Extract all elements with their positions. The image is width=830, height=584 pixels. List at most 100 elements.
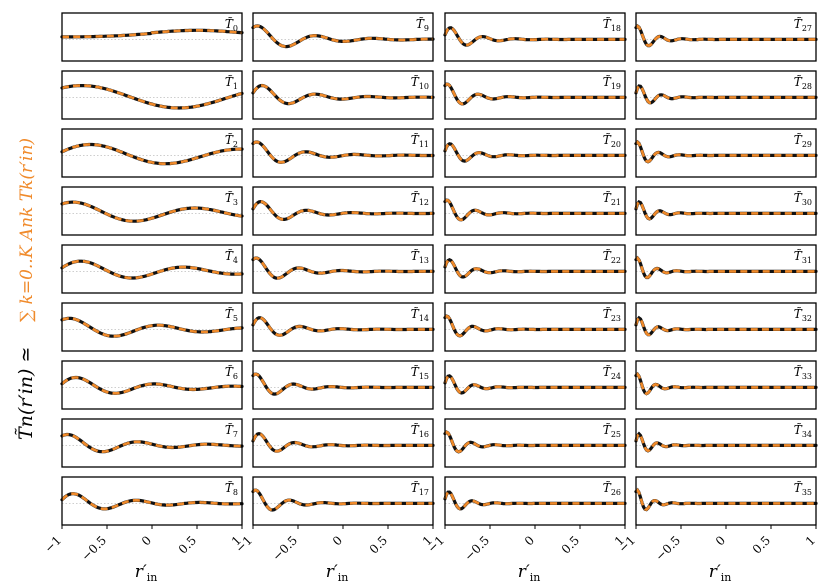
x-tick-label: 1: [803, 533, 818, 548]
panel-frame: [61, 70, 243, 120]
panel-frame: [252, 186, 434, 236]
series-approx-T28: [634, 84, 816, 105]
y-axis-label: T̃n(r′in) ≃ ∑ k=0..K Ank Tk(r′in): [15, 138, 37, 440]
panel-T29: T̃29: [634, 128, 818, 178]
panel-T33: T̃33: [634, 360, 818, 410]
x-tick-label: −0.5: [653, 533, 684, 564]
series-approx-T30: [634, 200, 816, 221]
panel-label: T̃34: [794, 422, 812, 439]
series-approx-T0: [62, 29, 243, 39]
panel-T3: T̃3: [60, 186, 244, 236]
x-axis-label: r′in: [518, 562, 541, 584]
x-tick-label: −0.5: [79, 533, 110, 564]
series-exact-T2: [60, 142, 244, 166]
series-approx-T20: [443, 142, 625, 163]
panel-frame: [252, 128, 434, 178]
series-exact-T19: [443, 82, 627, 106]
panel-frame: [61, 302, 243, 352]
x-axes: −1 −0.5 0 0.5 1r′in−1 −0.5 0 0.5 1r′in−1 −0.5 0 0.5…: [42, 525, 818, 584]
panel-T22: T̃22: [443, 244, 627, 294]
series-approx-T6: [61, 376, 243, 395]
panel-label: T̃23: [603, 306, 621, 323]
panel-label: T̃26: [603, 480, 621, 497]
series-exact-T29: [634, 139, 818, 164]
panel-frame: [252, 244, 434, 294]
panel-label: T̃21: [603, 190, 621, 207]
series-approx-T29: [635, 140, 816, 164]
x-axis-col-1: −1 −0.5 0 0.5 1r′in: [233, 525, 435, 584]
series-exact-T31: [634, 255, 818, 280]
panel-label: T̃10: [411, 74, 429, 91]
panel-frame: [444, 128, 626, 178]
x-tick-label: 0.5: [750, 533, 773, 556]
series-approx-T11: [252, 140, 433, 164]
panel-grid: T̃0 T̃1 T̃2 T̃3 T̃4 T̃5 T̃6 T̃7 T̃8 T̃9 T̃10 T̃11 T̃…: [60, 12, 818, 526]
panel-T18: T̃18: [443, 12, 627, 62]
panel-label: T̃8: [225, 480, 238, 497]
series-exact-T24: [443, 374, 627, 395]
panel-frame: [61, 244, 243, 294]
panel-label: T̃4: [225, 248, 238, 265]
series-approx-T21: [444, 198, 625, 222]
series-exact-T14: [251, 316, 435, 337]
panel-label: T̃20: [603, 132, 621, 149]
series-exact-T32: [634, 315, 818, 337]
panel-label: T̃15: [411, 364, 429, 381]
panel-label: T̃2: [225, 132, 238, 149]
panel-T30: T̃30: [634, 186, 818, 236]
panel-label: T̃3: [225, 190, 238, 207]
series-approx-T14: [251, 316, 433, 337]
x-axis-label: r′in: [709, 562, 732, 584]
x-axis-col-0: −1 −0.5 0 0.5 1r′in: [42, 525, 244, 584]
panel-frame: [444, 70, 626, 120]
panel-T9: T̃9: [251, 12, 435, 62]
series-exact-T13: [251, 256, 435, 280]
y-label-black: T̃n(r′in) ≃: [15, 347, 37, 440]
series-approx-T19: [444, 82, 625, 106]
series-exact-T33: [634, 371, 818, 396]
x-tick-label: −0.5: [462, 533, 493, 564]
panel-T15: T̃15: [251, 360, 435, 410]
panel-label: T̃6: [225, 364, 238, 381]
x-tick-label: −1: [42, 533, 64, 555]
panel-frame: [61, 360, 243, 410]
panel-label: T̃12: [411, 190, 429, 207]
series-exact-T12: [251, 199, 435, 221]
series-approx-T10: [251, 84, 433, 105]
series-approx-T17: [252, 488, 433, 512]
series-exact-T23: [443, 314, 627, 338]
series-approx-T33: [635, 372, 816, 396]
panel-label: T̃28: [794, 74, 812, 91]
series-exact-T27: [634, 23, 818, 48]
series-approx-T9: [252, 24, 433, 48]
x-tick-label: 0.5: [176, 533, 199, 556]
series-approx-T22: [443, 258, 625, 279]
series-approx-T16: [251, 432, 433, 453]
x-axis-label: r′in: [326, 562, 349, 584]
panel-label: T̃0: [225, 16, 238, 33]
panel-T31: T̃31: [634, 244, 818, 294]
panel-T25: T̃25: [443, 418, 627, 468]
panel-frame: [444, 244, 626, 294]
series-approx-T2: [61, 143, 242, 165]
panel-T27: T̃27: [634, 12, 818, 62]
panel-frame: [635, 12, 817, 62]
panel-T14: T̃14: [251, 302, 435, 352]
panel-T20: T̃20: [443, 128, 627, 178]
series-approx-T12: [251, 200, 433, 221]
panel-frame: [635, 476, 817, 526]
panel-label: T̃30: [794, 190, 812, 207]
panel-T13: T̃13: [251, 244, 435, 294]
panel-label: T̃24: [603, 364, 621, 381]
panel-label: T̃13: [411, 248, 429, 265]
panel-label: T̃9: [416, 16, 429, 33]
panel-T32: T̃32: [634, 302, 818, 352]
series-approx-T25: [444, 430, 625, 454]
series-approx-T35: [635, 488, 816, 512]
series-approx-T31: [635, 256, 816, 279]
x-tick-label: 0.5: [367, 533, 390, 556]
x-tick-label: 0.5: [559, 533, 582, 556]
panel-frame: [252, 360, 434, 410]
panel-frame: [635, 244, 817, 294]
panel-T6: T̃6: [60, 360, 244, 410]
